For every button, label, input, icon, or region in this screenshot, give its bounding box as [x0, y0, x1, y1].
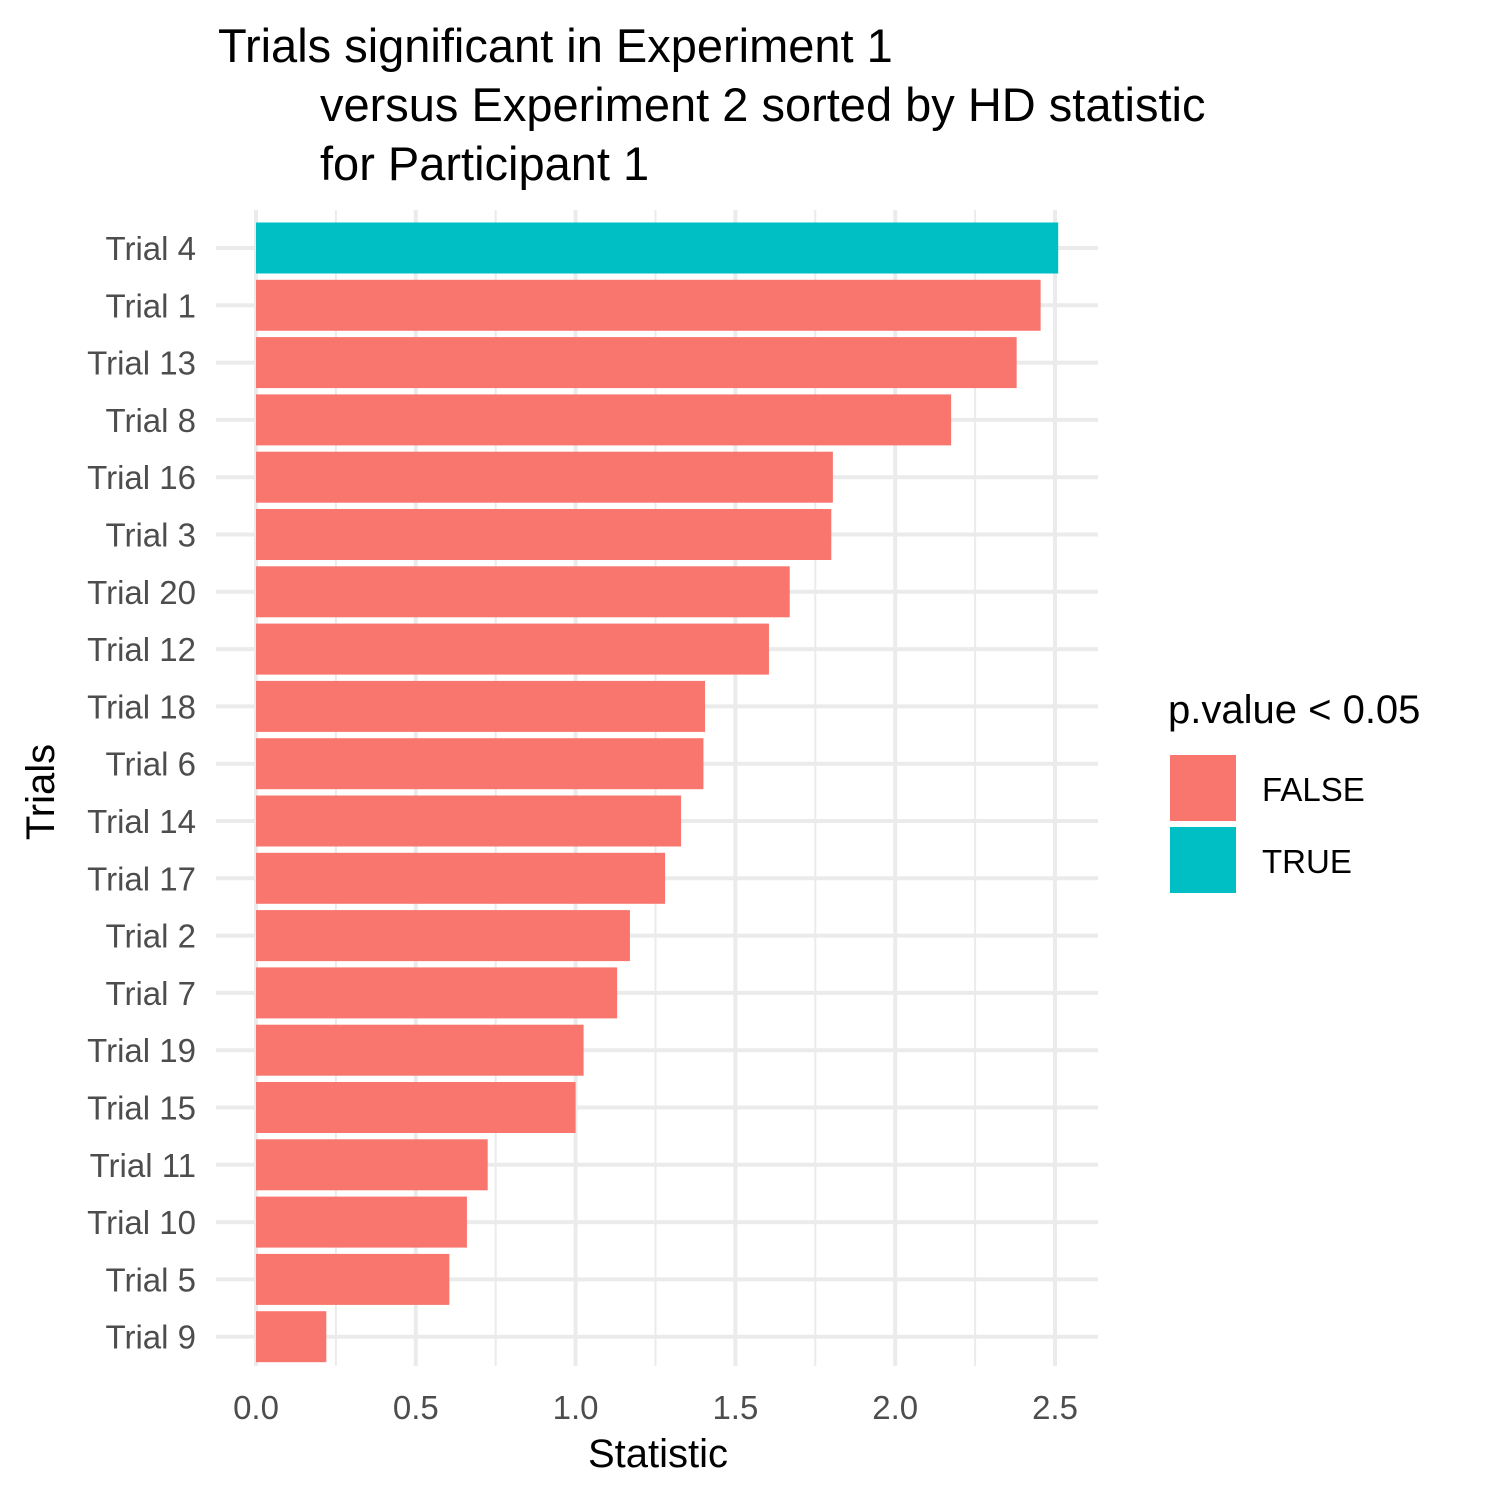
y-tick-label: Trial 8	[106, 402, 196, 439]
bar-trial-17	[256, 852, 666, 904]
y-tick-label: Trial 16	[87, 459, 196, 496]
x-tick-labels: 0.0 0.5 1.0 1.5 2.0 2.5	[233, 1389, 1078, 1426]
bar-trial-9	[256, 1311, 327, 1363]
y-tick-label: Trial 6	[106, 746, 196, 783]
bar-trial-4	[256, 222, 1059, 274]
bar-trial-10	[256, 1196, 467, 1248]
bar-trial-7	[256, 967, 618, 1019]
x-tick-label: 1.0	[553, 1389, 599, 1426]
chart-title: Trials significant in Experiment 1 versu…	[218, 19, 1205, 190]
legend-label-true: TRUE	[1262, 843, 1352, 880]
y-tick-label: Trial 14	[87, 803, 196, 840]
y-tick-label: Trial 3	[106, 517, 196, 554]
bar-trial-12	[256, 623, 769, 675]
y-tick-label: Trial 17	[87, 860, 196, 897]
bar-trial-8	[256, 394, 952, 446]
x-tick-label: 2.0	[872, 1389, 918, 1426]
bar-trial-16	[256, 451, 833, 503]
y-tick-label: Trial 15	[87, 1090, 196, 1127]
y-tick-label: Trial 7	[106, 975, 196, 1012]
y-tick-label: Trial 4	[106, 230, 196, 267]
bar-trial-5	[256, 1253, 450, 1305]
legend-title: p.value < 0.05	[1168, 688, 1420, 732]
x-tick-label: 1.5	[712, 1389, 758, 1426]
legend: p.value < 0.05 FALSE TRUE	[1168, 688, 1420, 893]
y-tick-label: Trial 9	[106, 1319, 196, 1356]
chart-title-line-2: versus Experiment 2 sorted by HD statist…	[320, 78, 1205, 131]
y-tick-label: Trial 19	[87, 1032, 196, 1069]
chart-title-line-1: Trials significant in Experiment 1	[218, 19, 893, 72]
x-tick-label: 2.5	[1032, 1389, 1078, 1426]
y-tick-label: Trial 13	[87, 345, 196, 382]
bar-trial-18	[256, 680, 706, 732]
x-tick-label: 0.5	[393, 1389, 439, 1426]
legend-key-false	[1170, 755, 1236, 821]
bar-trial-3	[256, 509, 832, 560]
bar-trial-11	[256, 1139, 488, 1191]
y-tick-label: Trial 20	[87, 574, 196, 611]
x-tick-label: 0.0	[233, 1389, 279, 1426]
bar-trial-19	[256, 1024, 584, 1076]
bar-trial-1	[256, 279, 1041, 331]
x-axis-title: Statistic	[588, 1432, 728, 1476]
y-tick-label: Trial 10	[87, 1204, 196, 1241]
y-tick-label: Trial 5	[106, 1261, 196, 1298]
y-tick-labels: Trial 4 Trial 1 Trial 13 Trial 8 Trial 16 Tri…	[87, 230, 196, 1356]
y-tick-label: Trial 2	[106, 918, 196, 955]
y-axis-title: Trials	[19, 744, 63, 840]
y-tick-label: Trial 18	[87, 688, 196, 725]
bar-trial-2	[256, 910, 630, 962]
legend-label-false: FALSE	[1262, 771, 1365, 808]
bar-trial-13	[256, 337, 1017, 389]
legend-key-true	[1170, 827, 1236, 893]
chart-title-line-3: for Participant 1	[320, 137, 649, 190]
y-tick-label: Trial 1	[106, 287, 196, 324]
bar-trial-14	[256, 795, 682, 847]
bar-trial-6	[256, 738, 704, 790]
bar-trial-20	[256, 566, 790, 618]
y-tick-label: Trial 11	[90, 1147, 196, 1184]
y-tick-label: Trial 12	[87, 631, 196, 668]
bar-trial-15	[256, 1082, 576, 1133]
bars-layer	[256, 222, 1059, 1363]
